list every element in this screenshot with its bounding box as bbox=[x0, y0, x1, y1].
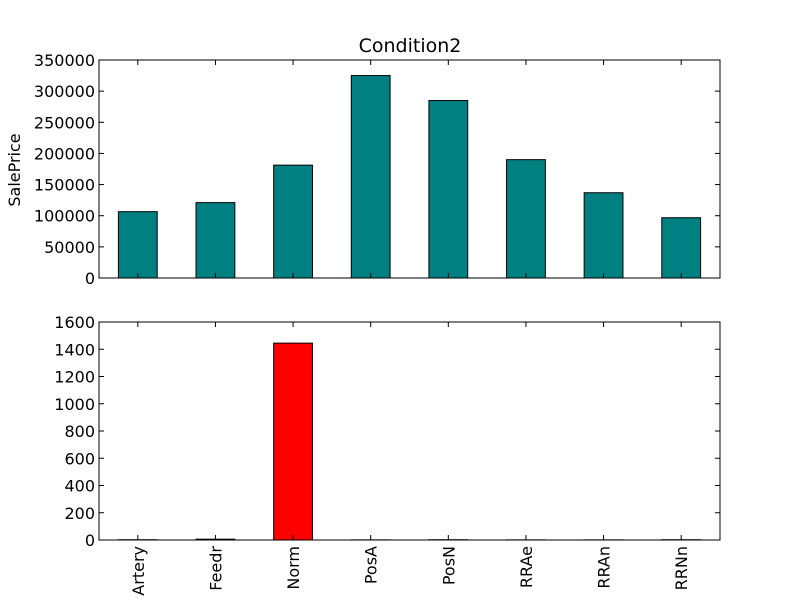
bottom-y-tick-label: 400 bbox=[64, 477, 95, 496]
x-tick-label-rrae: RRAe bbox=[517, 546, 536, 588]
top-bar-rran bbox=[583, 192, 624, 279]
bottom-y-tick-label: 600 bbox=[64, 449, 95, 468]
top-bars bbox=[117, 75, 702, 279]
bottom-y-tick-label: 1200 bbox=[54, 368, 95, 387]
top-x-axis bbox=[137, 60, 682, 278]
top-y-tick-label: 350000 bbox=[34, 51, 95, 70]
bottom-y-tick-label: 1400 bbox=[54, 340, 95, 359]
top-y-tick-label: 200000 bbox=[34, 144, 95, 163]
x-tick-label-rran: RRAn bbox=[595, 546, 614, 589]
top-y-tick-label: 50000 bbox=[44, 238, 95, 257]
top-bar-rrnn bbox=[661, 217, 702, 279]
bottom-x-axis: Artery Feedr Norm PosA PosN RRAe RRAn RRNn bbox=[129, 322, 691, 596]
bottom-y-tick-label: 1000 bbox=[54, 395, 95, 414]
top-bar-norm bbox=[273, 164, 313, 279]
x-tick-label-rrnn: RRNn bbox=[672, 546, 691, 590]
top-plot-frame bbox=[98, 59, 721, 279]
top-chart-title: Condition2 bbox=[359, 35, 462, 57]
top-y-tick-label: 250000 bbox=[34, 113, 95, 132]
top-y-axis: 0 50000 100000 150000 200000 250000 300000 3500… bbox=[34, 51, 720, 288]
top-bar-artery bbox=[117, 211, 158, 279]
top-bar-rrae bbox=[506, 159, 546, 279]
bottom-y-axis: 0 200 400 600 800 1000 1200 1400 1600 bbox=[54, 313, 720, 550]
top-y-tick-label: 100000 bbox=[34, 207, 95, 226]
x-tick-label-norm: Norm bbox=[284, 546, 303, 590]
bottom-y-tick-label: 800 bbox=[64, 422, 95, 441]
bottom-y-tick-label: 200 bbox=[64, 504, 95, 523]
top-y-axis-label: SalePrice bbox=[5, 133, 24, 206]
bottom-plot-frame bbox=[98, 321, 721, 541]
bottom-y-tick-label: 1600 bbox=[54, 313, 95, 332]
top-y-tick-label: 150000 bbox=[34, 176, 95, 195]
top-subplot: Condition2 SalePrice 0 50000 100000 150000 2… bbox=[5, 35, 721, 288]
x-tick-label-posn: PosN bbox=[439, 546, 458, 585]
top-bar-feedr bbox=[195, 202, 236, 279]
bottom-bar-norm bbox=[273, 342, 313, 541]
top-y-tick-label: 300000 bbox=[34, 82, 95, 101]
bottom-subplot: 0 200 400 600 800 1000 1200 1400 1600 Artery Feed… bbox=[54, 313, 721, 596]
x-tick-label-artery: Artery bbox=[129, 546, 148, 596]
top-bar-posa bbox=[350, 75, 391, 279]
x-tick-label-posa: PosA bbox=[362, 546, 381, 584]
x-tick-label-feedr: Feedr bbox=[206, 546, 225, 591]
top-y-tick-label: 0 bbox=[85, 269, 95, 288]
top-bar-posn bbox=[428, 100, 469, 279]
bottom-y-tick-label: 0 bbox=[85, 531, 95, 550]
